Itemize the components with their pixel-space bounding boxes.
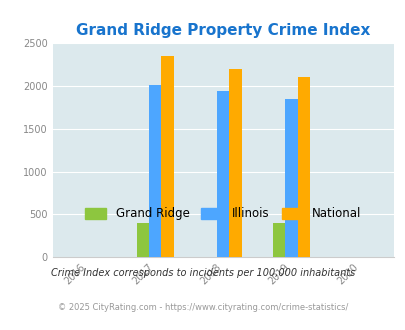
Bar (161, 56, 173, 257)
Bar (217, 91, 229, 257)
Bar (273, 223, 285, 257)
Bar (149, 85, 161, 257)
Bar (136, 223, 149, 257)
Title: Grand Ridge Property Crime Index: Grand Ridge Property Crime Index (76, 22, 370, 38)
Bar (285, 99, 297, 257)
Text: Crime Index corresponds to incidents per 100,000 inhabitants: Crime Index corresponds to incidents per… (51, 268, 354, 278)
Text: © 2025 CityRating.com - https://www.cityrating.com/crime-statistics/: © 2025 CityRating.com - https://www.city… (58, 303, 347, 312)
Bar (297, 77, 309, 257)
Bar (229, 69, 241, 257)
Legend: Grand Ridge, Illinois, National: Grand Ridge, Illinois, National (80, 203, 365, 225)
